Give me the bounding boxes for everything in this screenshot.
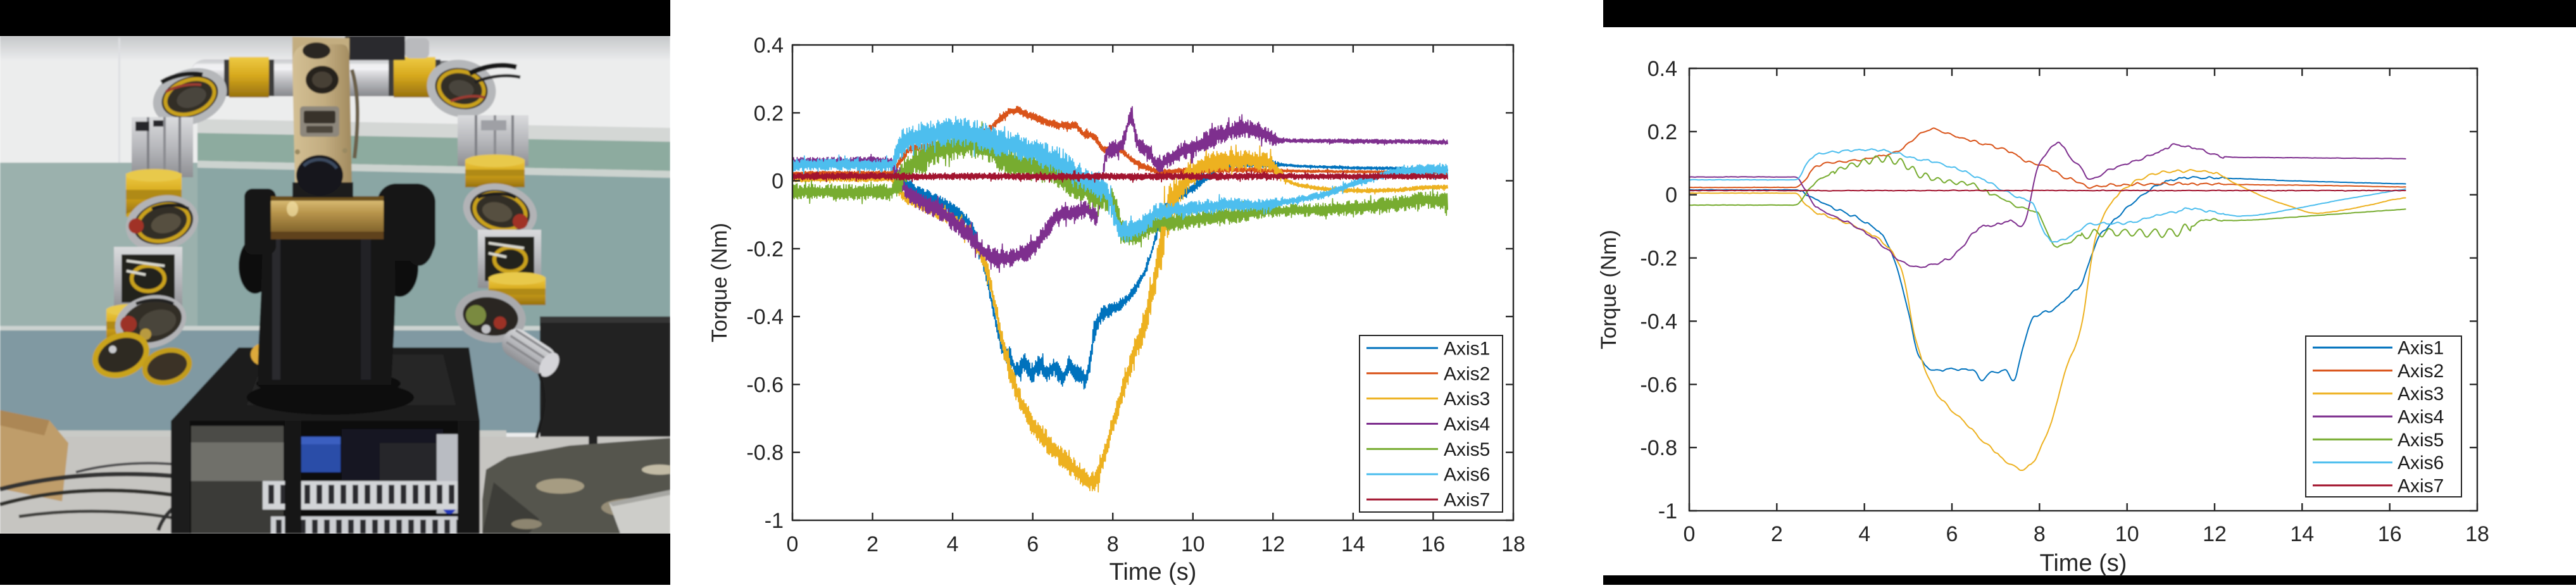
svg-text:0.4: 0.4 [754,34,784,58]
svg-text:0.2: 0.2 [1648,120,1677,144]
svg-text:0: 0 [772,170,784,194]
svg-text:16: 16 [2378,522,2402,546]
svg-text:Axis3: Axis3 [2398,384,2444,404]
svg-text:2: 2 [866,532,878,556]
svg-text:0.2: 0.2 [754,101,784,125]
svg-text:4: 4 [947,532,959,556]
svg-text:-0.8: -0.8 [1640,436,1677,460]
svg-text:-1: -1 [1658,499,1677,523]
svg-text:14: 14 [2290,522,2314,546]
svg-text:0: 0 [787,532,799,556]
svg-text:18: 18 [2465,522,2489,546]
svg-text:Axis4: Axis4 [2398,407,2444,428]
svg-text:2: 2 [1771,522,1783,546]
svg-text:10: 10 [2115,522,2139,546]
svg-text:18: 18 [1501,532,1525,556]
svg-text:Axis5: Axis5 [1444,439,1490,460]
svg-text:Torque (Nm): Torque (Nm) [1597,230,1621,349]
svg-text:0.4: 0.4 [1648,57,1677,81]
svg-text:Axis1: Axis1 [2398,338,2444,359]
svg-text:Axis5: Axis5 [2398,430,2444,451]
svg-text:0: 0 [1665,184,1677,208]
svg-text:-0.8: -0.8 [746,441,784,465]
svg-text:Axis4: Axis4 [1444,414,1490,435]
svg-text:14: 14 [1341,532,1365,556]
svg-text:0: 0 [1684,522,1696,546]
svg-text:8: 8 [1107,532,1119,556]
svg-text:Axis7: Axis7 [1444,490,1490,511]
svg-text:-0.2: -0.2 [1640,247,1677,271]
svg-text:6: 6 [1946,522,1958,546]
svg-text:-0.4: -0.4 [1640,310,1677,334]
svg-text:16: 16 [1421,532,1445,556]
svg-text:10: 10 [1181,532,1205,556]
svg-text:Time (s): Time (s) [2040,550,2127,577]
svg-text:4: 4 [1858,522,1870,546]
svg-text:Axis2: Axis2 [1444,363,1490,384]
svg-text:Axis1: Axis1 [1444,338,1490,359]
svg-text:-0.4: -0.4 [746,305,784,329]
svg-text:8: 8 [2034,522,2046,546]
svg-text:Torque (Nm): Torque (Nm) [708,223,732,342]
svg-text:Axis6: Axis6 [2398,453,2444,473]
svg-text:Axis2: Axis2 [2398,361,2444,382]
svg-text:Time (s): Time (s) [1110,559,1197,585]
svg-text:-0.6: -0.6 [746,373,784,397]
svg-text:-0.2: -0.2 [746,237,784,261]
svg-text:12: 12 [1261,532,1285,556]
svg-text:12: 12 [2203,522,2227,546]
svg-text:Axis7: Axis7 [2398,475,2444,496]
svg-text:Axis6: Axis6 [1444,465,1490,485]
svg-text:-0.6: -0.6 [1640,373,1677,397]
svg-text:-1: -1 [765,509,784,533]
svg-text:6: 6 [1027,532,1039,556]
svg-text:Axis3: Axis3 [1444,389,1490,410]
